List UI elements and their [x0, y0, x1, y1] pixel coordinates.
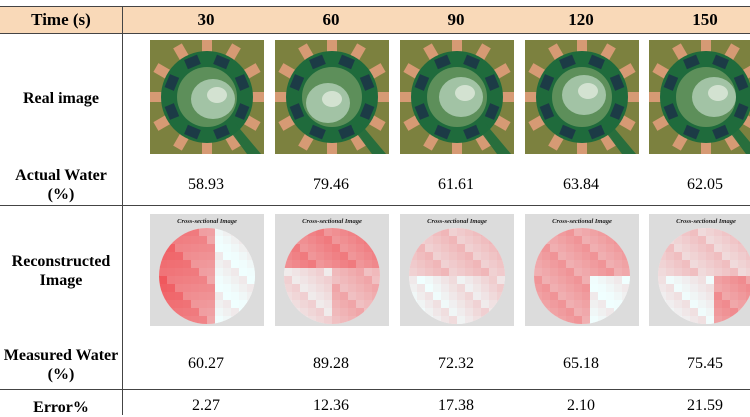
svg-text:Cross-sectional Image: Cross-sectional Image: [427, 218, 487, 225]
reconstructed-image: Cross-sectional Image: [275, 214, 389, 326]
svg-text:Cross-sectional Image: Cross-sectional Image: [676, 218, 736, 225]
measured-water-value: 89.28: [313, 355, 349, 372]
reconstructed-image: Cross-sectional Image: [525, 214, 639, 326]
measured-water-value: 75.45: [687, 355, 723, 372]
actual-water-value: 63.84: [563, 176, 599, 193]
sensor-photo: [400, 40, 514, 154]
actual-water-value: 79.46: [313, 176, 349, 193]
reconstructed-image: Cross-sectional Image: [150, 214, 264, 326]
actual-water-value: 58.93: [188, 176, 224, 193]
measured-water-value: 65.18: [563, 355, 599, 372]
column-divider: [122, 6, 123, 415]
sensor-photo: [525, 40, 639, 154]
measured-water-value: 60.27: [188, 355, 224, 372]
svg-text:Cross-sectional Image: Cross-sectional Image: [177, 218, 237, 225]
real-image-label: Real image: [23, 90, 99, 107]
actual-water-label: Actual Water (%): [15, 167, 107, 203]
measured-water-value: 72.32: [438, 355, 474, 372]
actual-water-value: 61.61: [438, 176, 474, 193]
svg-text:Cross-sectional Image: Cross-sectional Image: [552, 218, 612, 225]
time-header-label: Time (s): [31, 10, 91, 29]
error-value: 17.38: [438, 397, 474, 414]
sensor-photo: [275, 40, 389, 154]
reconstructed-image-label: Reconstructed Image: [11, 253, 111, 289]
measured-water-label: Measured Water (%): [3, 347, 119, 383]
error-label: Error%: [33, 399, 89, 416]
reconstructed-image: Cross-sectional Image: [400, 214, 514, 326]
time-header-120: 120: [568, 10, 594, 29]
table-header-row: Time (s) 30 60 90 120 150: [0, 6, 750, 34]
svg-text:Cross-sectional Image: Cross-sectional Image: [302, 218, 362, 225]
time-header-90: 90: [447, 10, 465, 29]
section-divider: [0, 389, 750, 390]
error-value: 21.59: [687, 397, 723, 414]
section-divider: [0, 205, 750, 206]
error-value: 2.10: [567, 397, 595, 414]
time-header-60: 60: [322, 10, 340, 29]
reconstructed-image: Cross-sectional Image: [649, 214, 750, 326]
actual-water-value: 62.05: [687, 176, 723, 193]
time-header-150: 150: [692, 10, 718, 29]
sensor-photo: [150, 40, 264, 154]
time-header-30: 30: [197, 10, 215, 29]
error-value: 2.27: [192, 397, 220, 414]
sensor-photo: [649, 40, 750, 154]
error-value: 12.36: [313, 397, 349, 414]
